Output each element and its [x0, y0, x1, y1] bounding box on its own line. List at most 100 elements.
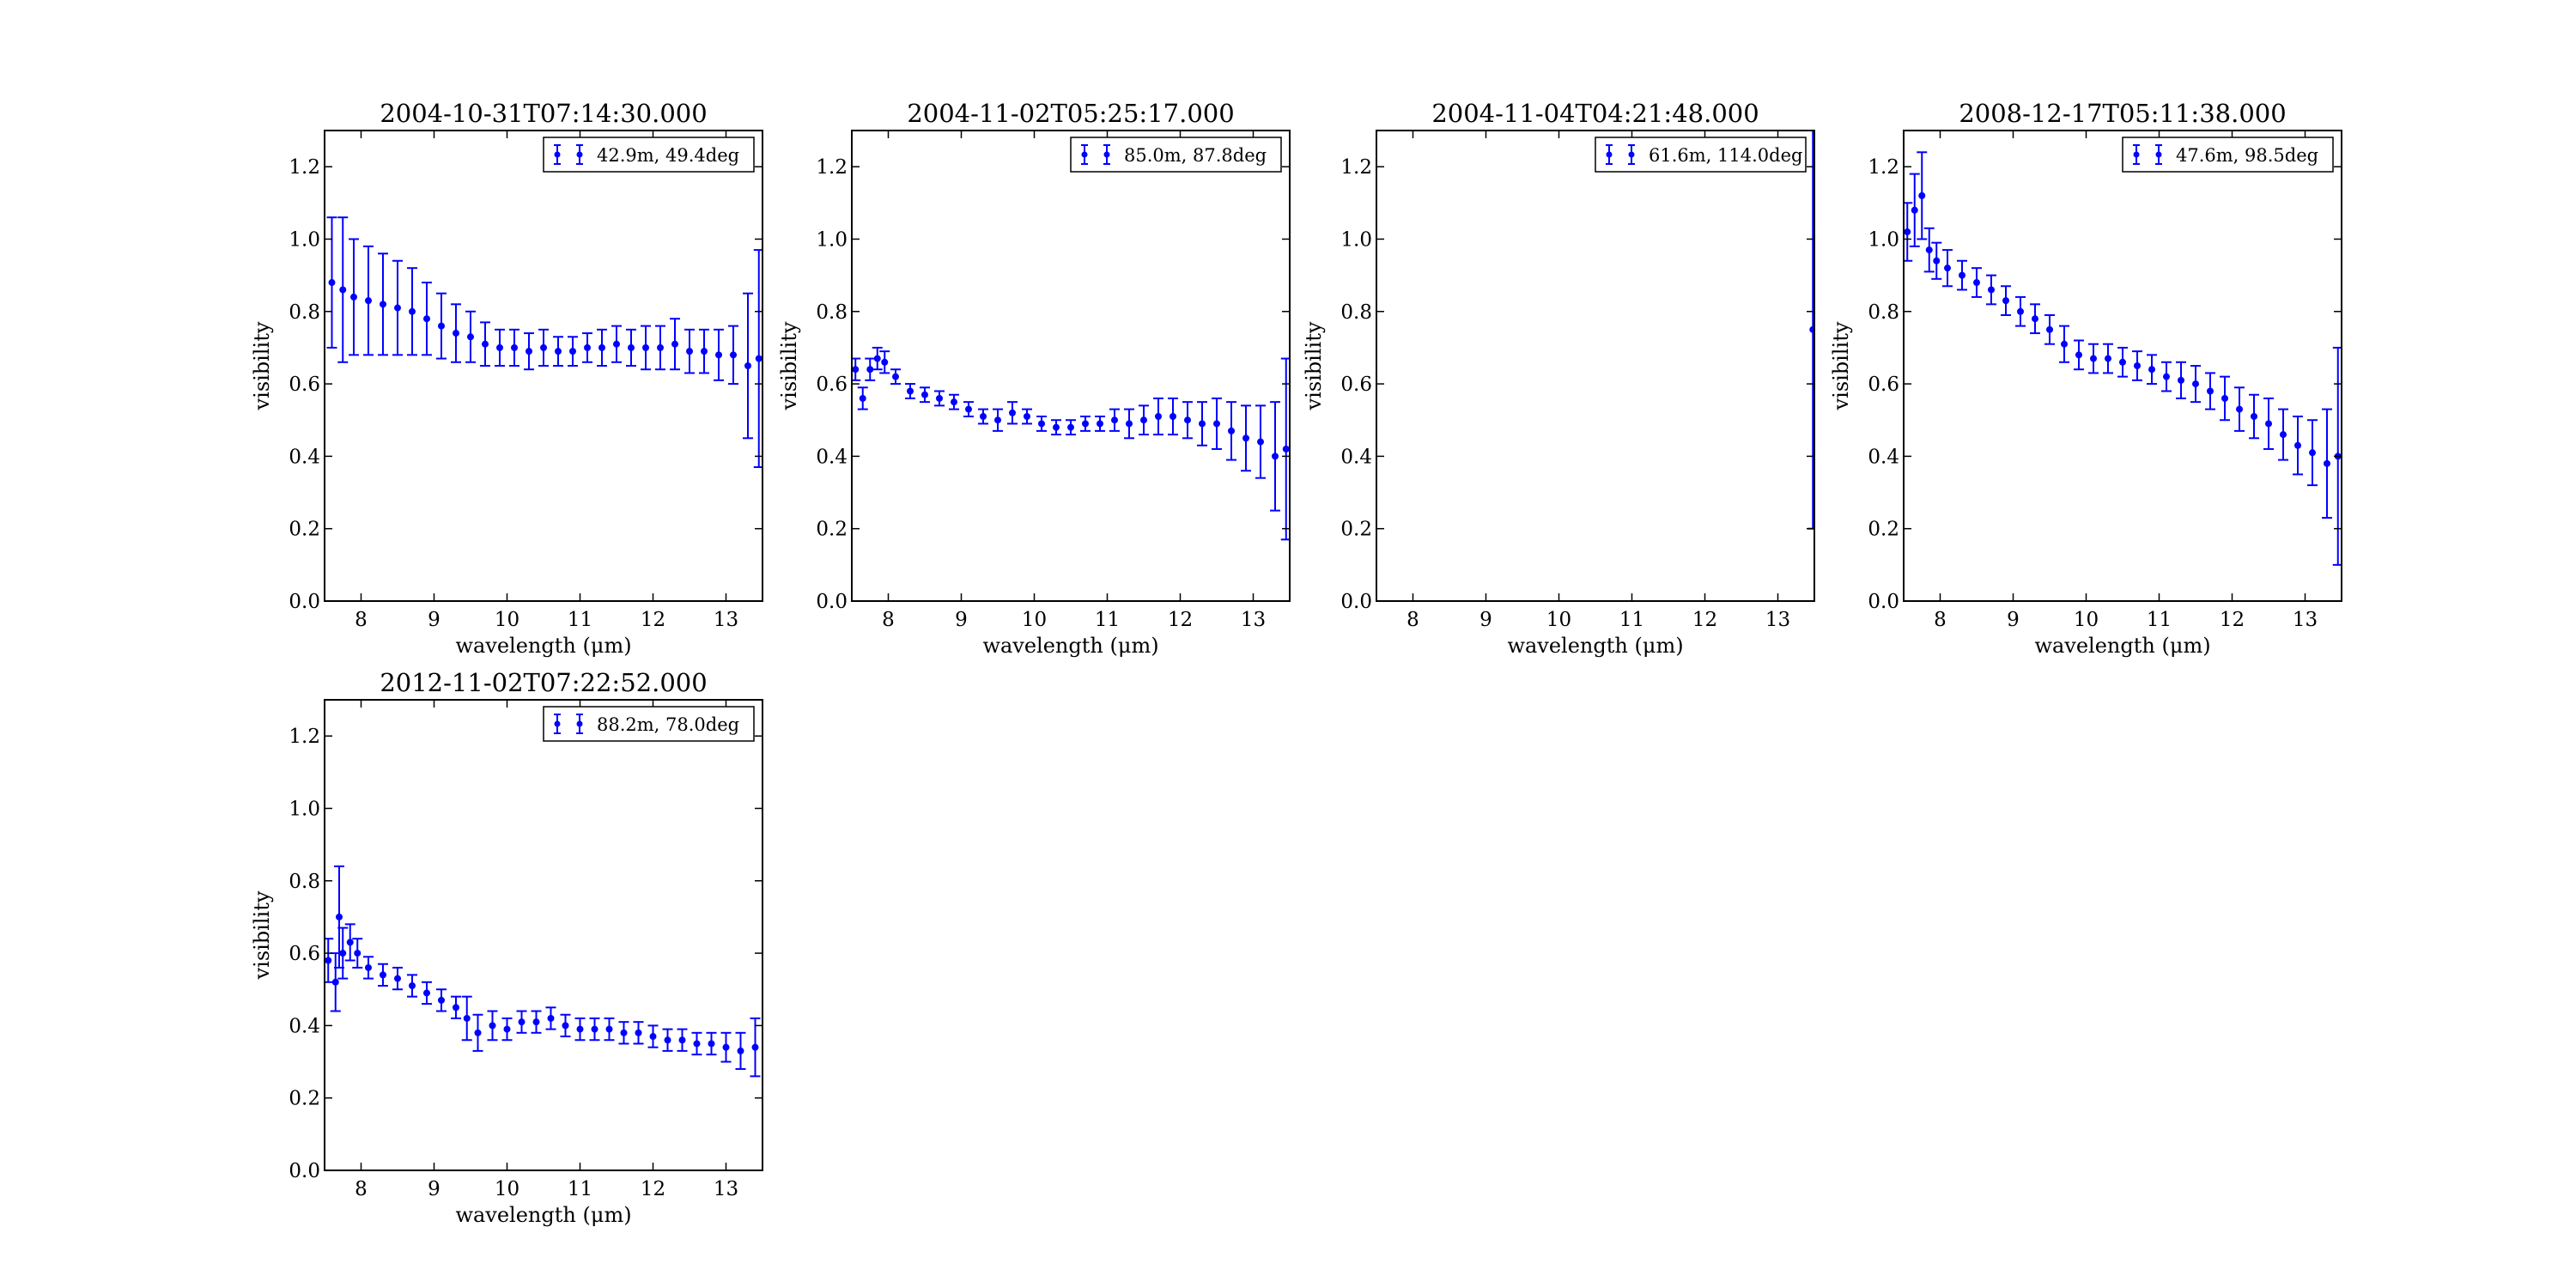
data-point	[482, 340, 489, 348]
legend-label: 85.0m, 87.8deg	[1124, 145, 1267, 166]
data-point	[409, 982, 416, 990]
data-point	[328, 279, 336, 287]
data-point	[423, 989, 430, 997]
data-point	[2017, 307, 2024, 315]
legend-marker-point	[576, 151, 583, 158]
x-tick-label: 12	[2220, 609, 2245, 631]
data-point	[866, 366, 874, 374]
legend-label: 61.6m, 114.0deg	[1649, 145, 1802, 166]
data-point	[994, 416, 1001, 424]
plot-frame	[324, 699, 763, 1171]
data-point	[671, 340, 678, 348]
y-axis-label: visibility	[1302, 321, 1326, 410]
data-point	[1199, 420, 1206, 428]
legend-marker-point	[2155, 151, 2162, 158]
plot-frame	[1376, 130, 1815, 602]
data-point	[1918, 191, 1926, 199]
data-point	[339, 286, 347, 294]
data-point	[496, 343, 503, 351]
chart-panel: 2004-11-04T04:21:48.000 wavelength (μm) vi…	[1302, 99, 1815, 658]
data-point	[642, 343, 649, 351]
x-tick-label: 13	[1241, 609, 1266, 631]
data-point	[555, 348, 562, 355]
data-point	[562, 1022, 569, 1030]
x-tick-label: 9	[2007, 609, 2020, 631]
data-point	[409, 307, 416, 315]
x-axis-label: wavelength (μm)	[455, 634, 631, 658]
data-point	[951, 398, 957, 406]
data-point	[2221, 394, 2228, 402]
data-point	[1111, 416, 1118, 424]
y-tick-label: 0.0	[1340, 591, 1372, 613]
x-tick-label: 10	[495, 609, 519, 631]
data-point	[1904, 228, 1911, 236]
data-point	[1053, 423, 1060, 431]
data-point	[737, 1047, 744, 1054]
plot-frame	[324, 130, 763, 602]
x-tick-label: 10	[1546, 609, 1571, 631]
y-axis-label: visibility	[250, 321, 274, 410]
data-point	[1024, 413, 1030, 421]
y-tick-label: 0.8	[289, 871, 320, 893]
data-point	[423, 315, 430, 323]
data-point	[2119, 358, 2126, 366]
data-point	[1973, 279, 1980, 287]
y-tick-label: 0.4	[1868, 446, 1899, 468]
data-point	[686, 348, 693, 355]
data-point	[907, 387, 914, 395]
data-point	[2002, 297, 2009, 305]
data-point	[576, 1025, 584, 1033]
data-point	[331, 978, 339, 986]
data-series	[325, 865, 761, 1078]
data-point	[526, 348, 532, 355]
data-point	[532, 1018, 540, 1026]
data-point	[336, 913, 343, 920]
x-tick-label: 11	[1619, 609, 1644, 631]
legend-label: 42.9m, 49.4deg	[597, 145, 739, 166]
y-tick-label: 0.4	[816, 446, 848, 468]
data-point	[678, 1036, 686, 1044]
x-axis-label: wavelength (μm)	[2034, 634, 2210, 658]
data-point	[628, 343, 635, 351]
plot-frame	[1903, 130, 2342, 602]
legend-marker-point	[1081, 151, 1088, 158]
data-point	[394, 304, 401, 312]
data-point	[2090, 355, 2097, 362]
x-tick-label: 12	[1168, 609, 1193, 631]
x-axis-label: wavelength (μm)	[982, 634, 1158, 658]
data-point	[1988, 286, 1995, 294]
x-tick-label: 9	[428, 1178, 440, 1200]
data-point	[892, 373, 899, 380]
x-tick-label: 9	[1479, 609, 1492, 631]
data-point	[438, 996, 445, 1004]
data-point	[1126, 420, 1133, 428]
data-point	[1009, 409, 1016, 416]
data-point	[1082, 420, 1089, 428]
data-point	[503, 1025, 511, 1033]
x-tick-label: 8	[355, 609, 368, 631]
data-point	[936, 394, 943, 402]
data-point	[394, 975, 401, 982]
x-tick-label: 10	[495, 1178, 519, 1200]
y-tick-label: 0.6	[1340, 374, 1372, 396]
data-point	[380, 971, 386, 979]
x-tick-label: 12	[641, 609, 665, 631]
y-tick-label: 1.2	[289, 726, 320, 748]
x-tick-label: 10	[1022, 609, 1047, 631]
chart-title: 2004-11-04T04:21:48.000	[1431, 99, 1759, 128]
x-tick-label: 9	[428, 609, 440, 631]
x-tick-label: 13	[2293, 609, 2318, 631]
y-tick-label: 1.0	[816, 228, 848, 251]
data-series	[1807, 131, 1814, 530]
legend-marker-point	[554, 151, 561, 158]
data-point	[1944, 264, 1951, 272]
data-point	[346, 939, 354, 946]
data-point	[569, 348, 576, 355]
y-axis-label: visibility	[777, 321, 801, 410]
data-point	[605, 1025, 613, 1033]
y-tick-label: 0.8	[1340, 301, 1372, 324]
data-point	[591, 1025, 598, 1033]
data-point	[708, 1040, 715, 1048]
data-point	[649, 1033, 657, 1041]
data-point	[2178, 376, 2184, 384]
